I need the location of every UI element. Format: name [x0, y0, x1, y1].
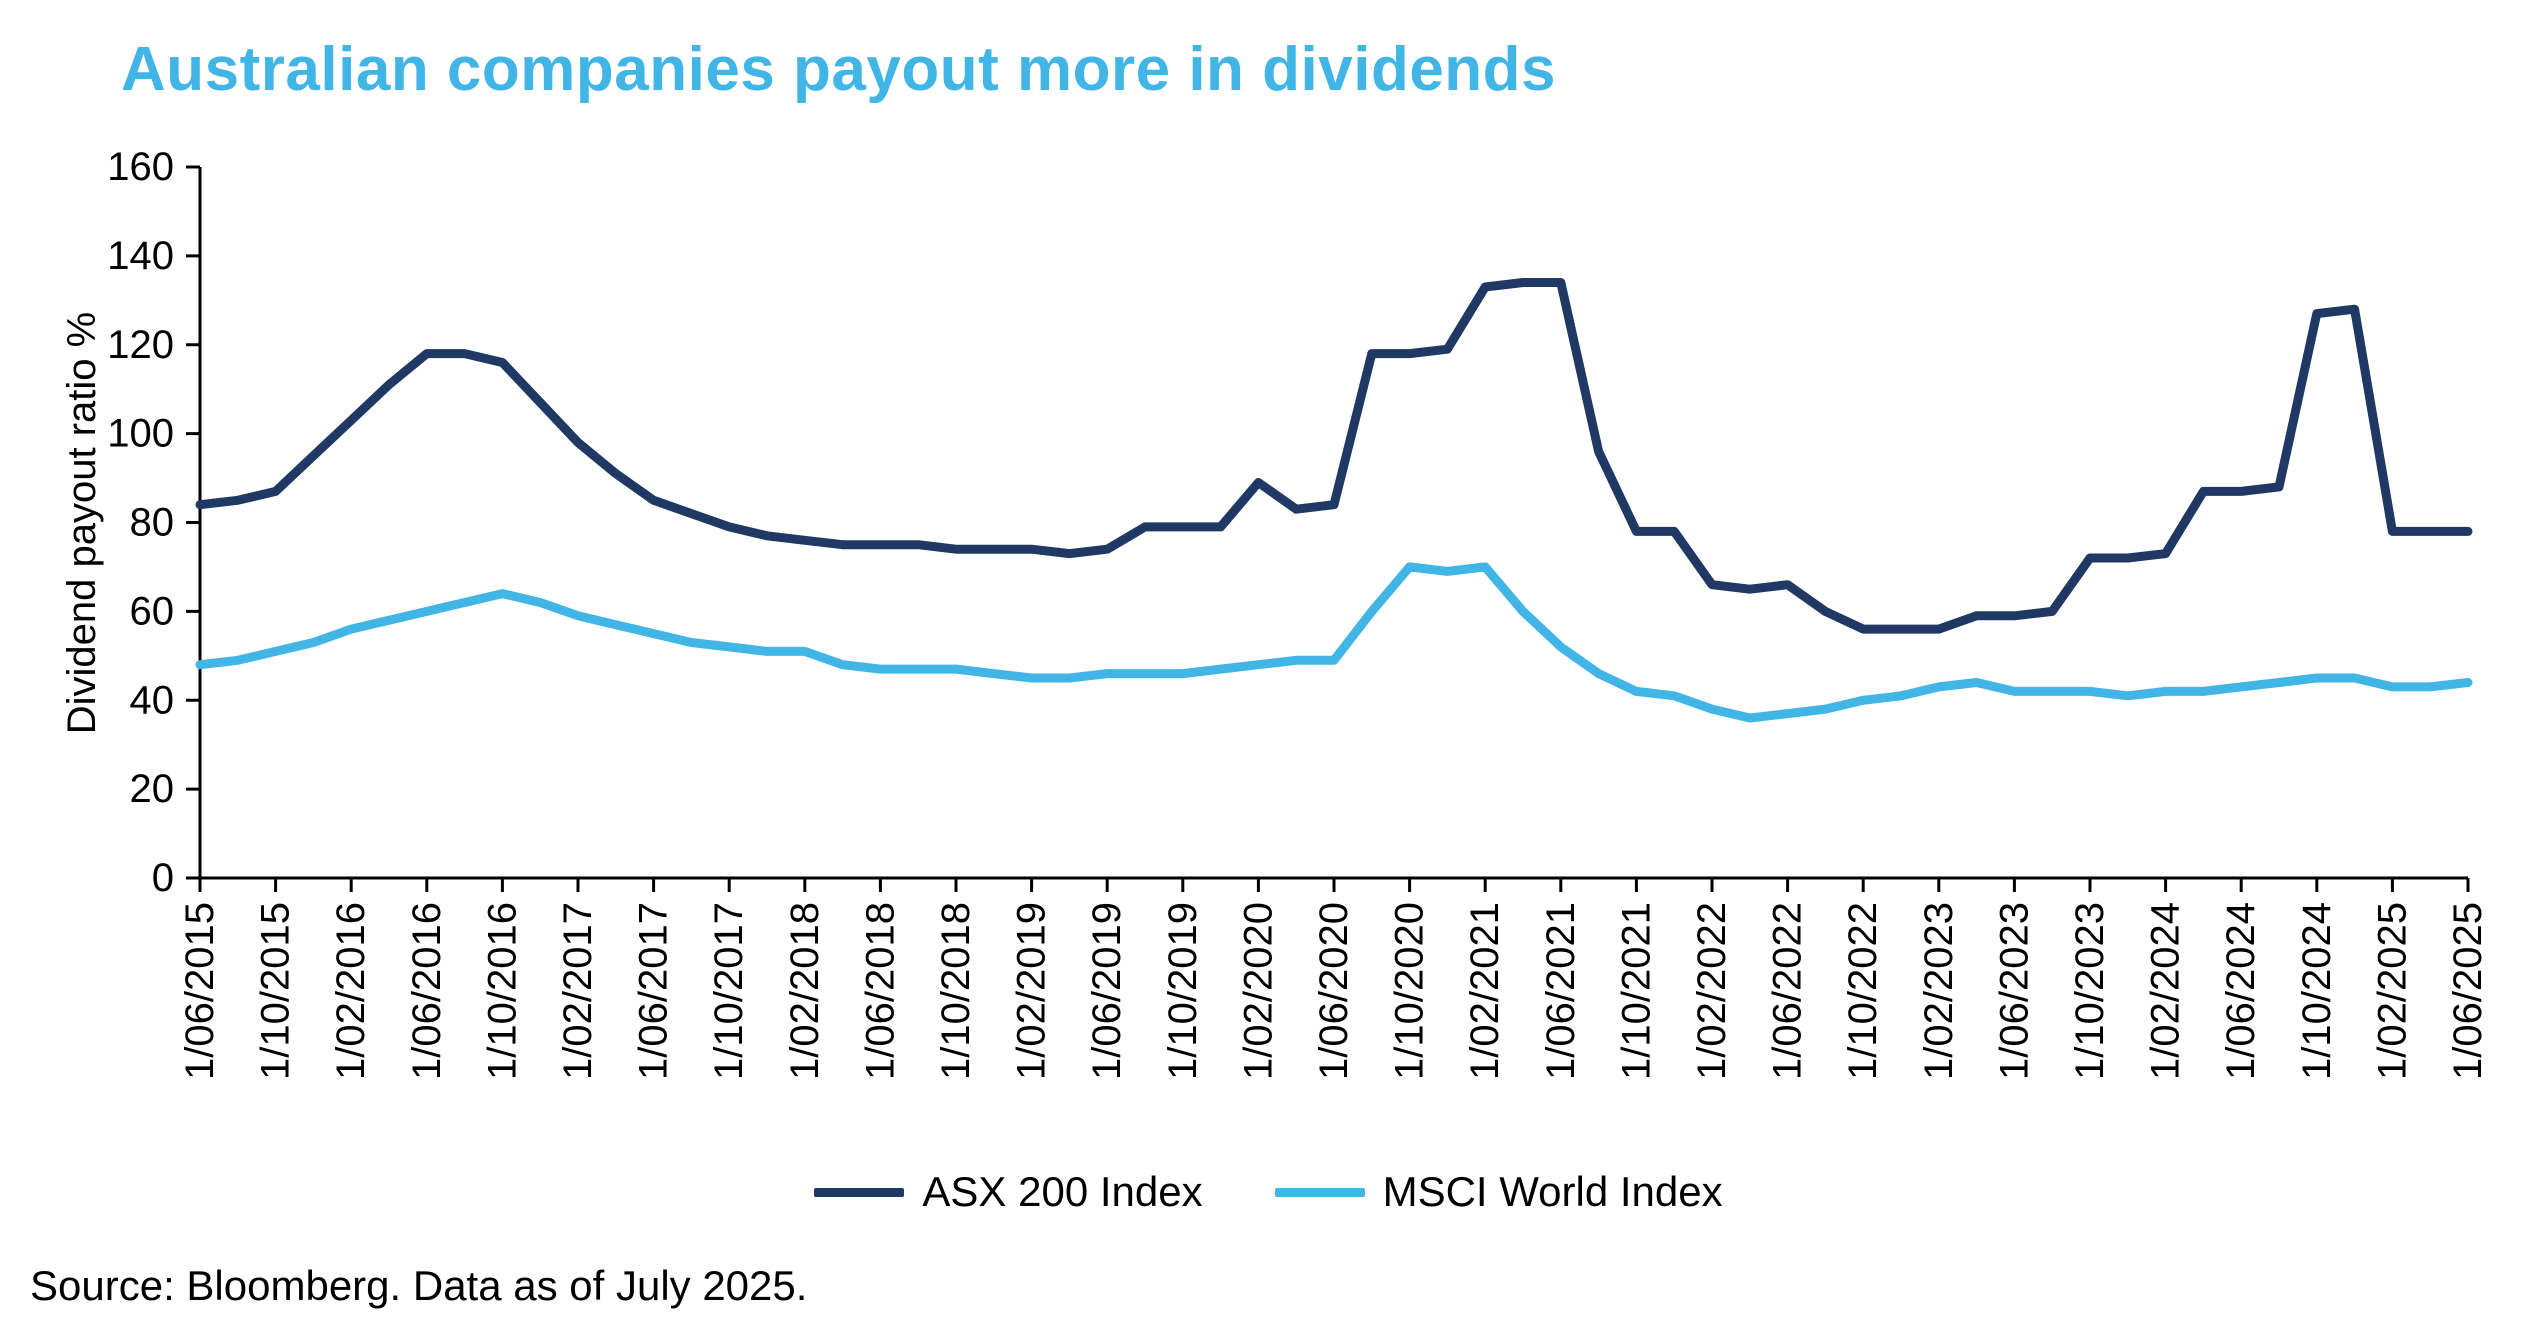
legend-item-asx-200: ASX 200 Index — [814, 1168, 1203, 1216]
y-tick-label: 160 — [107, 145, 174, 189]
x-tick-label: 1/06/2023 — [1992, 902, 2036, 1080]
x-tick-label: 1/06/2021 — [1539, 902, 1583, 1080]
x-tick-label: 1/02/2024 — [2144, 902, 2188, 1080]
y-tick-label: 80 — [130, 501, 175, 545]
x-tick-label: 1/06/2015 — [178, 902, 222, 1080]
x-tick-label: 1/02/2022 — [1690, 902, 1734, 1080]
legend: ASX 200 Index MSCI World Index — [0, 1168, 2537, 1216]
x-tick-label: 1/02/2016 — [329, 902, 373, 1080]
x-tick-label: 1/06/2022 — [1766, 902, 1810, 1080]
y-tick-label: 100 — [107, 412, 174, 456]
y-axis-title: Dividend payout ratio % — [60, 312, 104, 734]
x-tick-label: 1/10/2023 — [2068, 902, 2112, 1080]
x-tick-label: 1/02/2025 — [2370, 902, 2414, 1080]
axes-layer: 0 20 40 60 80 100 120 140 160 1/06/2015 1/10/2015 1… — [107, 145, 2490, 1080]
y-tick-label: 0 — [152, 856, 174, 900]
legend-label-asx-200: ASX 200 Index — [922, 1168, 1203, 1215]
x-tick-label: 1/10/2021 — [1614, 902, 1658, 1080]
y-tick-label: 120 — [107, 323, 174, 367]
x-tick-label: 1/02/2018 — [783, 902, 827, 1080]
x-tick-label: 1/10/2019 — [1161, 902, 1205, 1080]
x-tick-label: 1/02/2020 — [1236, 902, 1280, 1080]
asx-200-line-swatch-icon — [814, 1187, 905, 1197]
msci-world-line-swatch-icon — [1274, 1187, 1365, 1197]
series-line-asx-200-index — [195, 278, 2473, 634]
x-tick-label: 1/10/2022 — [1841, 902, 1885, 1080]
source-note: Source: Bloomberg. Data as of July 2025. — [30, 1262, 808, 1309]
y-tick-label: 60 — [130, 589, 175, 633]
x-tick-label: 1/02/2017 — [556, 902, 600, 1080]
x-tick-label: 1/10/2015 — [254, 902, 298, 1080]
y-tick-label: 40 — [130, 678, 175, 722]
legend-label-msci-world: MSCI World Index — [1382, 1168, 1723, 1215]
page-title: Australian companies payout more in divi… — [121, 35, 1557, 104]
x-tick-label: 1/02/2023 — [1917, 902, 1961, 1080]
x-tick-label: 1/06/2017 — [632, 902, 676, 1080]
x-tick-label: 1/10/2024 — [2295, 902, 2339, 1080]
series-line-msci-world-index — [195, 562, 2473, 723]
legend-item-msci-world: MSCI World Index — [1274, 1168, 1723, 1216]
x-tick-label: 1/06/2019 — [1085, 902, 1129, 1080]
x-tick-label: 1/06/2016 — [405, 902, 449, 1080]
x-tick-label: 1/02/2019 — [1010, 902, 1054, 1080]
x-tick-label: 1/06/2025 — [2446, 902, 2490, 1080]
y-tick-label: 20 — [130, 767, 175, 811]
x-tick-label: 1/06/2020 — [1312, 902, 1356, 1080]
x-tick-label: 1/10/2020 — [1388, 902, 1432, 1080]
x-tick-label: 1/10/2018 — [934, 902, 978, 1080]
x-tick-label: 1/06/2024 — [2219, 902, 2263, 1080]
x-tick-label: 1/06/2018 — [858, 902, 902, 1080]
x-tick-label: 1/10/2016 — [480, 902, 524, 1080]
x-tick-label: 1/02/2021 — [1463, 902, 1507, 1080]
y-tick-label: 140 — [107, 234, 174, 278]
x-tick-label: 1/10/2017 — [707, 902, 751, 1080]
series-layer — [195, 278, 2473, 723]
